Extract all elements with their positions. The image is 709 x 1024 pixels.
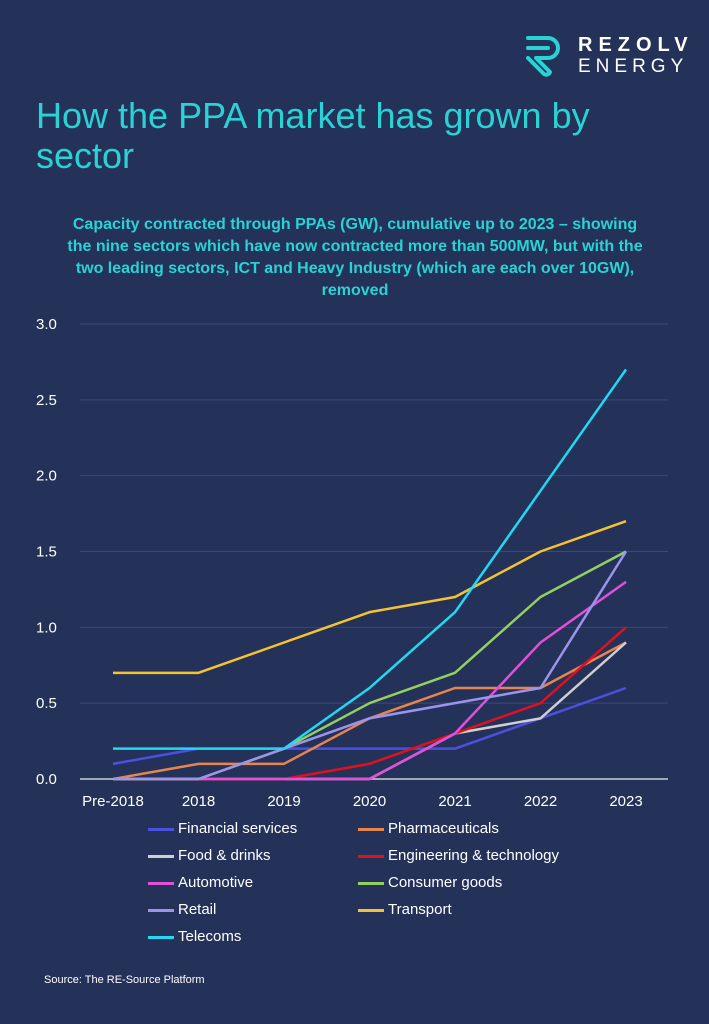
legend-item: Pharmaceuticals	[358, 820, 499, 837]
legend-swatch	[358, 881, 384, 885]
x-tick-label: 2018	[182, 793, 215, 810]
legend-swatch	[358, 827, 384, 831]
legend-item: Automotive	[148, 874, 253, 891]
legend-swatch	[358, 854, 384, 858]
x-tick-label: 2021	[438, 793, 471, 810]
series-line-food-drinks	[113, 641, 627, 781]
rezolv-logo: REZOLV ENERGY	[524, 32, 694, 78]
series-line-telecoms	[113, 368, 628, 750]
series-line-financial-services	[112, 686, 627, 766]
x-tick-label: 2019	[267, 793, 300, 810]
legend-label: Consumer goods	[388, 874, 503, 891]
brand-line1: REZOLV	[578, 34, 694, 56]
legend-swatch	[148, 827, 174, 831]
chart-subtitle: Capacity contracted through PPAs (GW), c…	[67, 216, 643, 299]
legend-swatch	[148, 935, 174, 939]
series-line-consumer-goods	[113, 550, 627, 781]
legend-item: Engineering & technology	[358, 847, 559, 864]
legend-item: Telecoms	[148, 928, 241, 945]
legend-label: Retail	[178, 901, 217, 918]
series-line-transport	[113, 519, 627, 675]
legend-label: Food & drinks	[178, 847, 271, 864]
legend-label: Telecoms	[178, 928, 242, 945]
y-tick-label: 3.0	[36, 316, 57, 333]
legend-item: Retail	[148, 901, 216, 918]
legend-label: Pharmaceuticals	[388, 820, 499, 837]
legend-item: Food & drinks	[148, 847, 271, 864]
x-tick-label: 2023	[609, 793, 642, 810]
legend-swatch	[148, 854, 174, 858]
y-tick-label: 2.0	[36, 468, 57, 485]
x-tick-label: Pre-2018	[82, 793, 144, 810]
y-tick-label: 1.0	[36, 619, 57, 636]
legend-item: Consumer goods	[358, 874, 502, 891]
legend-swatch	[358, 908, 384, 912]
legend-swatch	[148, 908, 174, 912]
legend-swatch	[148, 881, 174, 885]
legend-label: Transport	[388, 901, 452, 918]
page-title: How the PPA market has grown by sector	[36, 95, 590, 176]
legend-item: Financial services	[148, 820, 297, 837]
x-tick-label: 2020	[353, 793, 386, 810]
y-tick-label: 2.5	[36, 392, 57, 409]
series-line-retail	[113, 550, 628, 781]
line-chart: 0.0 0.5 1.0 1.5 2.0 2.5 3.0 Pre-2018 2018 2019 202…	[36, 316, 668, 810]
legend-label: Engineering & technology	[388, 847, 559, 864]
y-tick-label: 0.0	[36, 771, 57, 788]
legend-item: Transport	[358, 901, 452, 918]
source-note: Source: The RE-Source Platform	[44, 974, 205, 986]
brand-line2: ENERGY	[578, 56, 689, 77]
legend-label: Financial services	[178, 820, 298, 837]
logo-r-icon	[526, 36, 560, 77]
legend-label: Automotive	[178, 874, 254, 891]
y-tick-label: 1.5	[36, 544, 57, 561]
x-tick-label: 2022	[524, 793, 557, 810]
y-tick-label: 0.5	[36, 695, 57, 712]
